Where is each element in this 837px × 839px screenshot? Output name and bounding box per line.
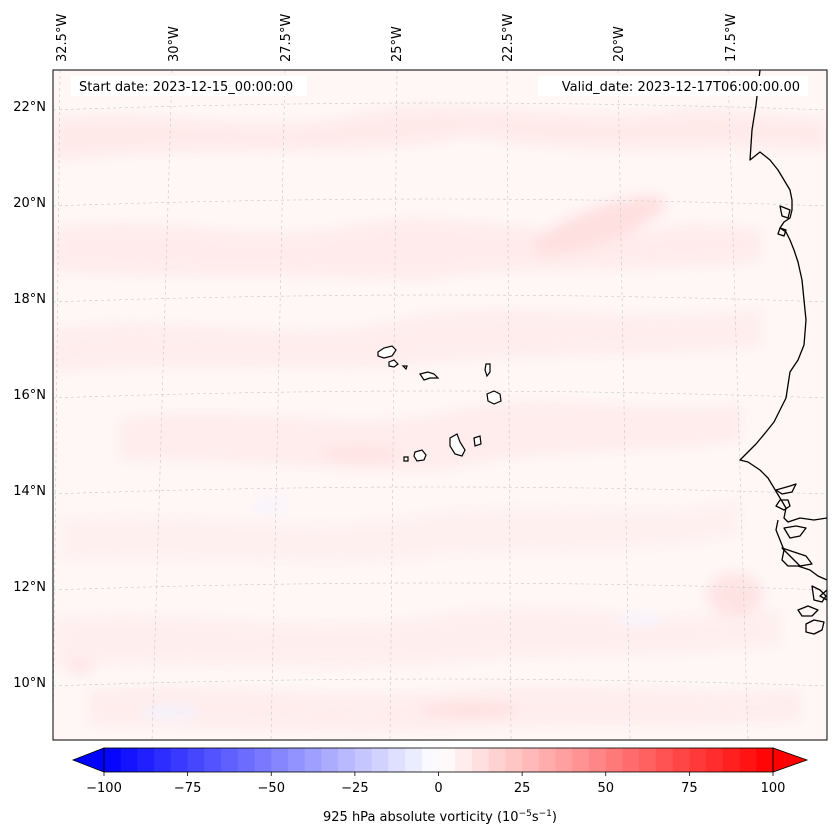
- colorbar-segment: [455, 748, 473, 772]
- colorbar-segment: [254, 748, 272, 772]
- colorbar-segment: [137, 748, 155, 772]
- colorbar-segment: [104, 748, 122, 772]
- lat-label: 20°N: [13, 196, 46, 211]
- colorbar-segment: [471, 748, 490, 772]
- colorbar-segment: [120, 748, 138, 772]
- colorbar-segment: [271, 748, 289, 772]
- colorbar-tick-label: 25: [514, 781, 531, 796]
- colorbar-segment: [321, 748, 339, 772]
- map-gridlines: [53, 70, 827, 740]
- island-santa-luzia: [401, 365, 408, 371]
- colorbar-segment: [221, 748, 239, 772]
- colorbar-segment: [639, 748, 657, 772]
- colorbar-segment: [739, 748, 757, 772]
- colorbar-extend-low: [71, 747, 105, 773]
- island-brava: [403, 456, 409, 462]
- colorbar-tick-label: −25: [341, 781, 368, 796]
- colorbar-tick-label: 0: [434, 781, 442, 796]
- colorbar-segment: [538, 748, 557, 772]
- colorbar-segment: [605, 748, 623, 772]
- cape-verde-islands: [377, 345, 502, 462]
- start-date-label: Start date: 2023-12-15_00:00:00: [79, 80, 293, 95]
- lon-label: 25°W: [390, 26, 405, 62]
- colorbar-segment: [722, 748, 741, 772]
- lat-label: 10°N: [13, 676, 46, 691]
- island-santiago: [449, 433, 466, 457]
- island-fogo: [413, 449, 427, 462]
- colorbar-tick-label: −50: [258, 781, 285, 796]
- colorbar-segment: [572, 748, 590, 772]
- colorbar-segment: [405, 748, 423, 772]
- coastline: [739, 70, 827, 635]
- colorbar-segment: [204, 748, 222, 772]
- colorbar-segment: [304, 748, 322, 772]
- colorbar-segment: [354, 748, 373, 772]
- colorbar-segment: [505, 748, 523, 772]
- colorbar-segment: [438, 748, 456, 772]
- island-sao-vicente: [388, 359, 399, 368]
- vorticity-field: [53, 70, 827, 740]
- lat-label: 22°N: [13, 100, 46, 115]
- colorbar-segment: [706, 748, 724, 772]
- colorbar-segment: [655, 748, 674, 772]
- colorbar-segment: [522, 748, 540, 772]
- colorbar-segment: [756, 748, 774, 772]
- colorbar-extend-high: [772, 747, 809, 773]
- colorbar-tick-label: 75: [681, 781, 698, 796]
- colorbar-tick-label: −75: [174, 781, 201, 796]
- colorbar-segment: [689, 748, 707, 772]
- colorbar-segment: [622, 748, 640, 772]
- lat-label: 16°N: [13, 388, 46, 403]
- island-sao-nicolau: [419, 371, 440, 381]
- colorbar-segment: [421, 748, 439, 772]
- colorbar-tick-label: 50: [597, 781, 614, 796]
- lon-label: 27.5°W: [279, 14, 294, 62]
- colorbar-segment: [672, 748, 690, 772]
- colorbar: −100 −75 −50 −25 0 25 50 75 100 925 hPa absolute…: [71, 747, 809, 825]
- colorbar-tick-label: 100: [761, 781, 786, 796]
- colorbar-ticks: −100 −75 −50 −25 0 25 50 75 100: [86, 772, 785, 796]
- island-santo-antao: [377, 345, 397, 359]
- longitude-labels: 32.5°W 30°W 27.5°W 25°W 22.5°W 20°W 17.5…: [55, 14, 739, 62]
- valid-date-label: Valid_date: 2023-12-17T06:00:00.00: [562, 80, 800, 95]
- colorbar-segment: [488, 748, 506, 772]
- valid-date-box: [538, 76, 808, 96]
- colorbar-label: 925 hPa absolute vorticity (10−5s−1): [323, 809, 557, 825]
- lon-label: 22.5°W: [501, 14, 516, 62]
- lon-label: 30°W: [167, 26, 182, 62]
- lat-label: 18°N: [13, 292, 46, 307]
- colorbar-tick-label: −100: [86, 781, 122, 796]
- colorbar-segment: [338, 748, 356, 772]
- lon-label: 17.5°W: [724, 14, 739, 62]
- start-date-box: [71, 76, 307, 96]
- colorbar-segment: [287, 748, 306, 772]
- island-boa-vista: [486, 390, 502, 405]
- latitude-labels: 22°N 20°N 18°N 16°N 14°N 12°N 10°N: [13, 100, 46, 691]
- island-maio: [473, 435, 482, 447]
- colorbar-segment: [388, 748, 406, 772]
- colorbar-segment: [170, 748, 189, 772]
- lat-label: 12°N: [13, 580, 46, 595]
- colorbar-segment: [589, 748, 607, 772]
- colorbar-segment: [187, 748, 205, 772]
- lat-label: 14°N: [13, 484, 46, 499]
- lon-label: 20°W: [612, 26, 627, 62]
- map-panel: Start date: 2023-12-15_00:00:00 Valid_da…: [52, 69, 828, 741]
- island-sal: [484, 363, 491, 378]
- colorbar-segment: [237, 748, 256, 772]
- colorbar-segment: [371, 748, 389, 772]
- colorbar-segments: [104, 748, 774, 772]
- lon-label: 32.5°W: [55, 14, 70, 62]
- map-frame: [52, 69, 828, 741]
- colorbar-segment: [555, 748, 573, 772]
- colorbar-segment: [154, 748, 172, 772]
